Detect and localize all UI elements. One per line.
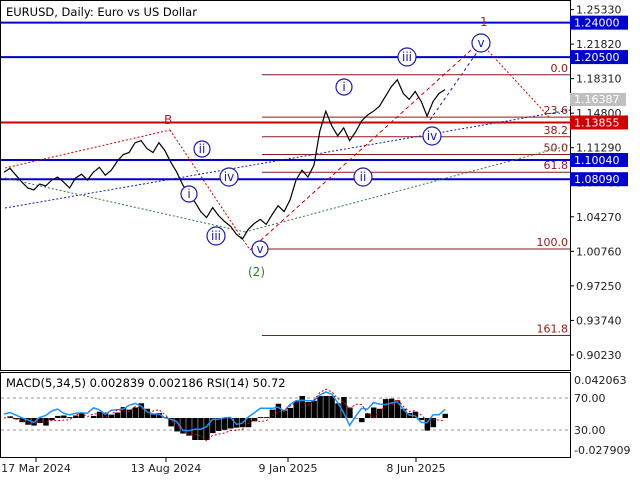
indicator-bottom-value: -0.027909 (574, 444, 630, 457)
wave-i-left-label: i (187, 187, 190, 201)
level-label: 1.24000 (574, 17, 620, 30)
fib-label: 161.8 (537, 323, 569, 336)
macd-bar (329, 396, 335, 418)
macd-bar (67, 417, 73, 418)
wave-i-right-label: i (342, 80, 345, 94)
y-tick-label: 1.00760 (576, 245, 622, 258)
wave-label-2: (2) (248, 265, 265, 279)
wave-circle-iii-right: iii (398, 48, 416, 66)
y-tick-label: 1.18310 (576, 73, 622, 86)
wave-iii-left-label: iii (211, 229, 221, 243)
macd-bar (323, 396, 329, 418)
wave-circle-v-right: v (472, 34, 490, 52)
x-tick-label: 9 Jan 2025 (259, 462, 318, 475)
wave-circle-v-left: v (252, 241, 268, 257)
macd-bar (61, 415, 66, 418)
chart-title: EURUSD, Daily: Euro vs US Dollar (6, 5, 197, 19)
y-tick-label: 0.93740 (576, 314, 622, 327)
time-axis: 17 Mar 2024 13 Aug 2024 9 Jan 2025 8 Jun 20… (1, 458, 445, 475)
macd-bar (133, 408, 139, 419)
x-tick-label: 8 Jun 2025 (386, 462, 445, 475)
wave-iii-right-label: iii (402, 50, 412, 64)
macd-bar (311, 401, 317, 418)
wave-iv-left-label: iv (224, 170, 234, 184)
current-price-marker: 1.16387 (570, 93, 626, 106)
wave-label-1: 1 (480, 15, 488, 29)
macd-bar (389, 399, 395, 418)
macd-bar (258, 417, 264, 418)
level-label: 1.08090 (574, 173, 620, 186)
y-tick-label: 1.04270 (576, 211, 622, 224)
macd-bar (55, 416, 61, 418)
macd-bar (115, 413, 121, 418)
wave-ii-left-label: ii (199, 142, 206, 156)
level-label: 1.13855 (574, 116, 620, 129)
macd-bar (288, 408, 294, 418)
macd-bar (264, 417, 270, 418)
indicator-label: MACD(5,34,5) 0.002839 0.002186 RSI(14) 5… (6, 376, 286, 390)
wave-circle-ii-right: ii (354, 168, 372, 186)
macd-bar (204, 418, 210, 440)
rsi-70-value: 70.00 (574, 392, 606, 405)
macd-bar (317, 396, 323, 418)
fib-label: 38.2 (544, 124, 569, 137)
macd-bar (49, 418, 55, 420)
macd-bar (150, 414, 156, 418)
macd-bar (359, 418, 365, 422)
indicator-top-value: 0.042063 (574, 374, 627, 387)
wave-iv-right-label: iv (427, 129, 437, 143)
y-tick-label: 0.90230 (576, 349, 622, 362)
fib-label: 0.0 (551, 62, 569, 75)
macd-bar (365, 413, 371, 418)
macd-bar (97, 412, 103, 418)
level-label: 1.20500 (574, 51, 620, 64)
wave-v-right-label: v (477, 36, 484, 50)
fib-label: 23.6 (544, 104, 569, 117)
x-tick-label: 13 Aug 2024 (131, 462, 201, 475)
wave-ii-right-label: ii (360, 170, 367, 184)
fib-label: 50.0 (544, 142, 569, 155)
fib-label: 100.0 (537, 236, 569, 249)
wave-circle-iv-left: iv (220, 168, 238, 186)
y-tick-label: 1.21820 (576, 38, 622, 51)
wave-circle-iii-left: iii (207, 227, 225, 245)
y-tick-label: 1.25330 (576, 4, 622, 17)
wave-circle-ii-left: ii (194, 141, 210, 157)
macd-bar (91, 416, 97, 418)
y-tick-label: 1.11290 (576, 142, 622, 155)
wave-circle-iv-right: iv (423, 127, 441, 145)
macd-bar (180, 418, 186, 434)
macd-bar (443, 414, 449, 418)
macd-bar (383, 399, 389, 418)
wave-label-b: B (164, 113, 172, 127)
macd-bar (299, 396, 305, 418)
wave-circle-i-right: i (336, 79, 352, 95)
macd-bar (377, 409, 383, 418)
rsi-30-value: 30.00 (574, 424, 606, 437)
wave-circle-i-left: i (181, 186, 197, 202)
macd-bar (276, 404, 282, 418)
x-tick-label: 17 Mar 2024 (1, 462, 71, 475)
macd-bar (186, 418, 192, 436)
wave-v-left-label: v (256, 242, 263, 256)
y-tick-label: 0.97250 (576, 280, 622, 293)
fib-label: 61.8 (544, 159, 569, 172)
level-label: 1.10040 (574, 154, 620, 167)
price-pane (1, 1, 571, 371)
macd-bar (222, 418, 228, 430)
current-price-label: 1.16387 (574, 93, 620, 106)
